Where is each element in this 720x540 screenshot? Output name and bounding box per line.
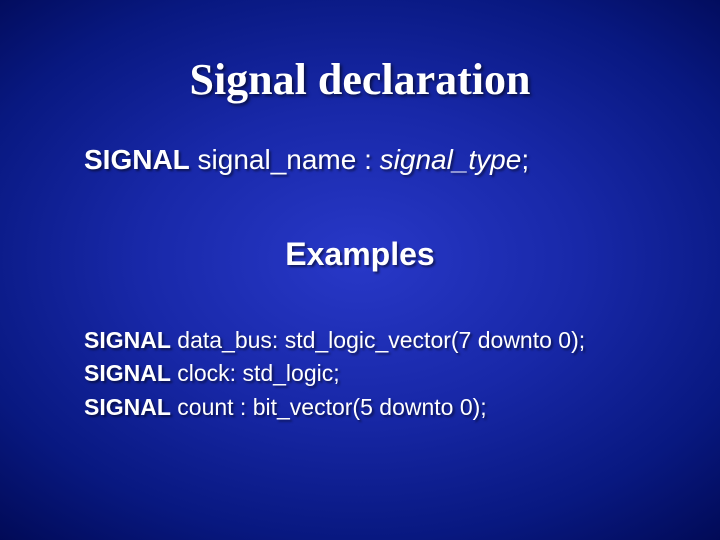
example-rest: count : bit_vector(5 downto 0); xyxy=(171,394,487,420)
example-line: SIGNAL data_bus: std_logic_vector(7 down… xyxy=(84,324,585,357)
example-rest: clock: std_logic; xyxy=(171,360,340,386)
syntax-terminator: ; xyxy=(521,144,529,175)
syntax-line: SIGNAL signal_name : signal_type; xyxy=(84,144,529,176)
example-line: SIGNAL count : bit_vector(5 downto 0); xyxy=(84,391,585,424)
example-keyword: SIGNAL xyxy=(84,360,171,386)
examples-block: SIGNAL data_bus: std_logic_vector(7 down… xyxy=(84,324,585,424)
example-keyword: SIGNAL xyxy=(84,327,171,353)
slide: Signal declaration SIGNAL signal_name : … xyxy=(0,0,720,540)
example-rest: data_bus: std_logic_vector(7 downto 0); xyxy=(171,327,585,353)
syntax-name: signal_name : xyxy=(190,144,380,175)
slide-title: Signal declaration xyxy=(0,54,720,105)
syntax-type: signal_type xyxy=(380,144,522,175)
syntax-keyword: SIGNAL xyxy=(84,144,190,175)
examples-heading: Examples xyxy=(0,236,720,273)
example-line: SIGNAL clock: std_logic; xyxy=(84,357,585,390)
example-keyword: SIGNAL xyxy=(84,394,171,420)
